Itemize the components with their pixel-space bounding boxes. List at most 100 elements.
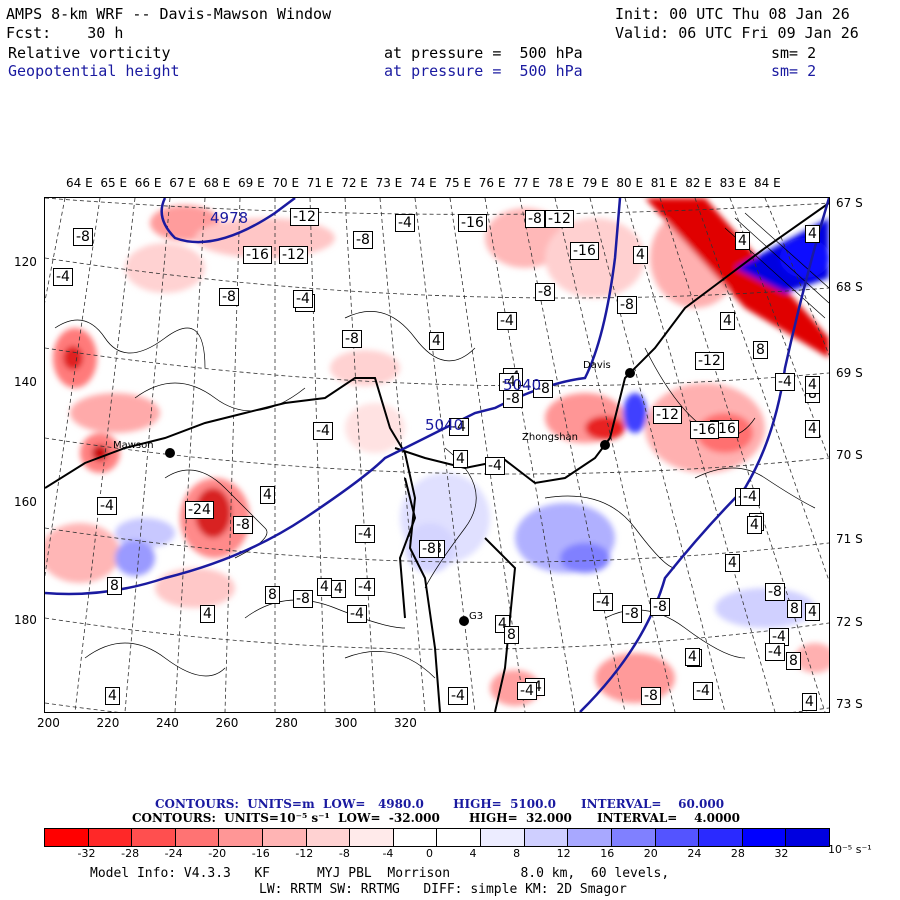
vorticity-contour-label: -4 bbox=[313, 422, 333, 440]
colorbar-swatch bbox=[699, 829, 743, 846]
lon-label: 72 E bbox=[341, 176, 368, 190]
lon-label: 76 E bbox=[478, 176, 506, 190]
vorticity-contour-label: -8 bbox=[535, 283, 555, 301]
colorbar-swatch bbox=[437, 829, 482, 846]
lon-label: 66 E bbox=[134, 176, 162, 190]
colorbar-swatch bbox=[568, 829, 612, 846]
vorticity-contour-label: 8 bbox=[753, 341, 768, 359]
colorbar-swatch bbox=[350, 829, 394, 846]
map-title: AMPS 8-km WRF -- Davis-Mawson Window bbox=[6, 5, 332, 23]
lon-label: 75 E bbox=[444, 176, 472, 190]
vorticity-contour-label: -8 bbox=[353, 231, 373, 249]
lat-label: 67 S bbox=[836, 196, 863, 210]
colorbar bbox=[44, 828, 830, 847]
colorbar-tick: 8 bbox=[513, 847, 521, 860]
vorticity-contour-label: 8 bbox=[787, 600, 802, 618]
y-tick: 140 bbox=[14, 375, 37, 389]
vorticity-contour-label: 4 bbox=[805, 603, 820, 621]
vorticity-contour-label: -16 bbox=[243, 246, 272, 264]
colorbar-swatch bbox=[175, 829, 220, 846]
lon-label: 65 E bbox=[100, 176, 128, 190]
x-tick: 220 bbox=[96, 716, 120, 730]
colorbar-swatch bbox=[45, 829, 89, 846]
vorticity-contour-label: 4 bbox=[805, 376, 820, 394]
zhongshan-station-marker bbox=[600, 440, 610, 450]
lon-label: 67 E bbox=[169, 176, 196, 190]
colorbar-swatch bbox=[306, 829, 351, 846]
g3-label: G3 bbox=[469, 611, 484, 622]
vorticity-contour-label: 4 bbox=[260, 486, 275, 504]
colorbar-tick: 28 bbox=[730, 847, 745, 860]
vorticity-contour-label: 4 bbox=[331, 580, 346, 598]
lat-label: 68 S bbox=[836, 280, 863, 294]
model-physics: LW: RRTM SW: RRTMG DIFF: simple KM: 2D S… bbox=[259, 882, 627, 897]
init-time: Init: 00 UTC Thu 08 Jan 26 bbox=[615, 5, 850, 23]
field2-name: Geopotential height bbox=[8, 62, 180, 80]
mawson-label: Mawson bbox=[113, 440, 154, 451]
colorbar-tick: 20 bbox=[643, 847, 658, 860]
vorticity-contour-label: -4 bbox=[517, 682, 537, 700]
colorbar-tick: -8 bbox=[338, 847, 350, 860]
lat-label: 72 S bbox=[836, 615, 863, 629]
vorticity-contour-label: 4 bbox=[747, 516, 762, 534]
height-contours bbox=[45, 198, 829, 712]
vorticity-contour-label: -12 bbox=[653, 406, 682, 424]
y-tick: 180 bbox=[14, 613, 37, 627]
vorticity-contour-label: 4 bbox=[725, 554, 740, 572]
colorbar-swatch bbox=[742, 829, 787, 846]
vorticity-contour-label: 4 bbox=[105, 687, 120, 705]
vorticity-contour-label: 4 bbox=[633, 246, 648, 264]
vorticity-contour-label: -4 bbox=[293, 290, 313, 308]
vorticity-contour-label: -4 bbox=[449, 418, 469, 436]
y-tick: 120 bbox=[14, 255, 37, 269]
mawson-station-marker bbox=[165, 448, 175, 458]
vorticity-contour-label: -8 bbox=[419, 540, 439, 558]
davis-station-marker bbox=[625, 368, 635, 378]
lon-label: 78 E bbox=[547, 176, 575, 190]
vorticity-contour-label: 4 bbox=[735, 232, 750, 250]
vorticity-contour-label: -4 bbox=[740, 488, 760, 506]
lon-label: 74 E bbox=[410, 176, 437, 190]
colorbar-swatch bbox=[611, 829, 656, 846]
vorticity-contour-label: -8 bbox=[342, 330, 362, 348]
vorticity-contour-label: 8 bbox=[265, 586, 280, 604]
vorticity-contour-label: -4 bbox=[395, 214, 415, 232]
x-tick: 300 bbox=[334, 716, 358, 730]
colorbar-tick: -28 bbox=[121, 847, 140, 860]
colorbar-swatch bbox=[263, 829, 307, 846]
colorbar-swatch bbox=[481, 829, 525, 846]
height-contour-info: CONTOURS: UNITS=m LOW= 4980.0 HIGH= 5100… bbox=[155, 797, 725, 811]
lon-label: 82 E bbox=[685, 176, 712, 190]
lon-label: 77 E bbox=[513, 176, 540, 190]
colorbar-tick: -20 bbox=[208, 847, 227, 860]
forecast-hour: Fcst: 30 h bbox=[6, 24, 124, 42]
x-tick: 280 bbox=[275, 716, 298, 730]
colorbar-tick: -12 bbox=[295, 847, 314, 860]
lon-label: 69 E bbox=[238, 176, 265, 190]
vorticity-contours bbox=[54, 212, 829, 679]
vorticity-contour-label: -12 bbox=[279, 246, 308, 264]
vorticity-shading bbox=[45, 198, 829, 706]
model-info: Model Info: V4.3.3 KF MYJ PBL Morrison 8… bbox=[90, 866, 670, 881]
vorticity-contour-label: 8 bbox=[786, 652, 801, 670]
x-tick: 200 bbox=[37, 716, 60, 730]
vorticity-contour-label: -8 bbox=[533, 380, 553, 398]
lat-label: 69 S bbox=[836, 366, 863, 380]
lon-label: 64 E bbox=[66, 176, 93, 190]
vorticity-contour-label: -16 bbox=[458, 214, 487, 232]
lon-label: 84 E bbox=[754, 176, 781, 190]
vorticity-contour-label: -8 bbox=[650, 598, 670, 616]
colorbar-swatch bbox=[655, 829, 700, 846]
vorticity-contour-label: -4 bbox=[497, 312, 517, 330]
vorticity-contour-label: -8 bbox=[293, 590, 313, 608]
colorbar-unit: 10⁻⁵ s⁻¹ bbox=[828, 843, 872, 856]
colorbar-swatch bbox=[88, 829, 133, 846]
vorticity-contour-label: -12 bbox=[695, 352, 724, 370]
vorticity-contour-label: 4 bbox=[805, 420, 820, 438]
vorticity-contour-label: -4 bbox=[499, 373, 519, 391]
vorticity-contour-label: 4 bbox=[453, 450, 468, 468]
vorticity-contour-label: 4 bbox=[802, 693, 817, 711]
vorticity-contour-label: -4 bbox=[775, 373, 795, 391]
vorticity-contour-label: -8 bbox=[765, 583, 785, 601]
field1-name: Relative vorticity bbox=[8, 44, 171, 62]
